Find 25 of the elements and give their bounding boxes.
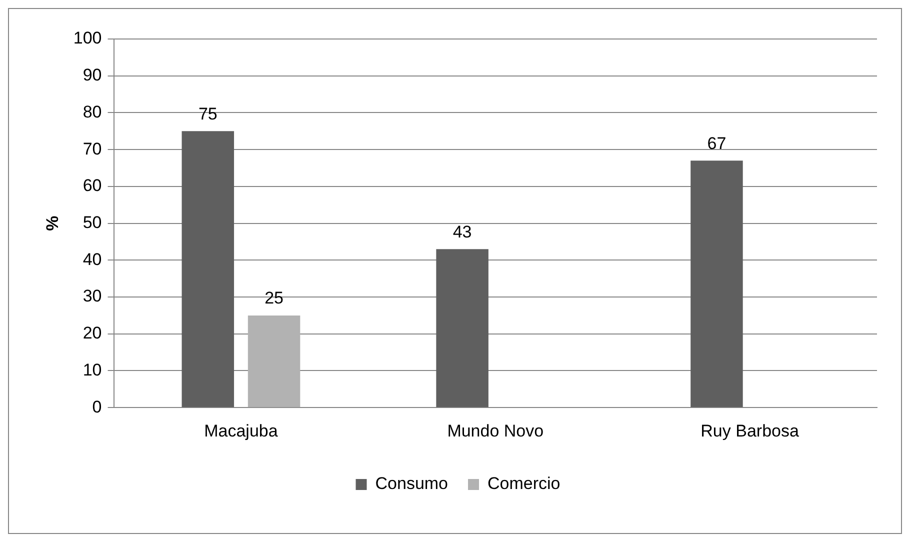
x-tick-label: Mundo Novo <box>447 421 544 440</box>
y-tick-label: 30 <box>82 286 102 306</box>
bar <box>248 315 300 408</box>
x-tick-label: Ruy Barbosa <box>700 421 800 440</box>
legend-label: Comercio <box>488 474 560 494</box>
bar <box>182 131 234 408</box>
x-tick-label: Macajuba <box>204 421 278 440</box>
y-tick-label: 100 <box>73 28 102 48</box>
y-tick-label: 50 <box>82 212 102 232</box>
y-tick-label: 20 <box>82 324 102 343</box>
data-label: 43 <box>452 222 472 242</box>
legend-label: Consumo <box>375 474 448 494</box>
data-label: 67 <box>707 134 726 153</box>
y-tick-label: 90 <box>82 66 102 85</box>
y-axis-title: % <box>42 216 62 231</box>
y-tick-label: 10 <box>82 360 102 380</box>
y-tick-label: 40 <box>82 250 102 269</box>
data-label: 25 <box>264 288 284 308</box>
y-tick-label: 60 <box>82 176 102 196</box>
data-label: 75 <box>198 104 218 124</box>
bar <box>436 249 488 408</box>
bar <box>690 160 743 408</box>
y-tick-label: 0 <box>92 397 102 416</box>
y-tick-label: 80 <box>82 102 102 122</box>
y-tick-label: 70 <box>82 139 102 158</box>
